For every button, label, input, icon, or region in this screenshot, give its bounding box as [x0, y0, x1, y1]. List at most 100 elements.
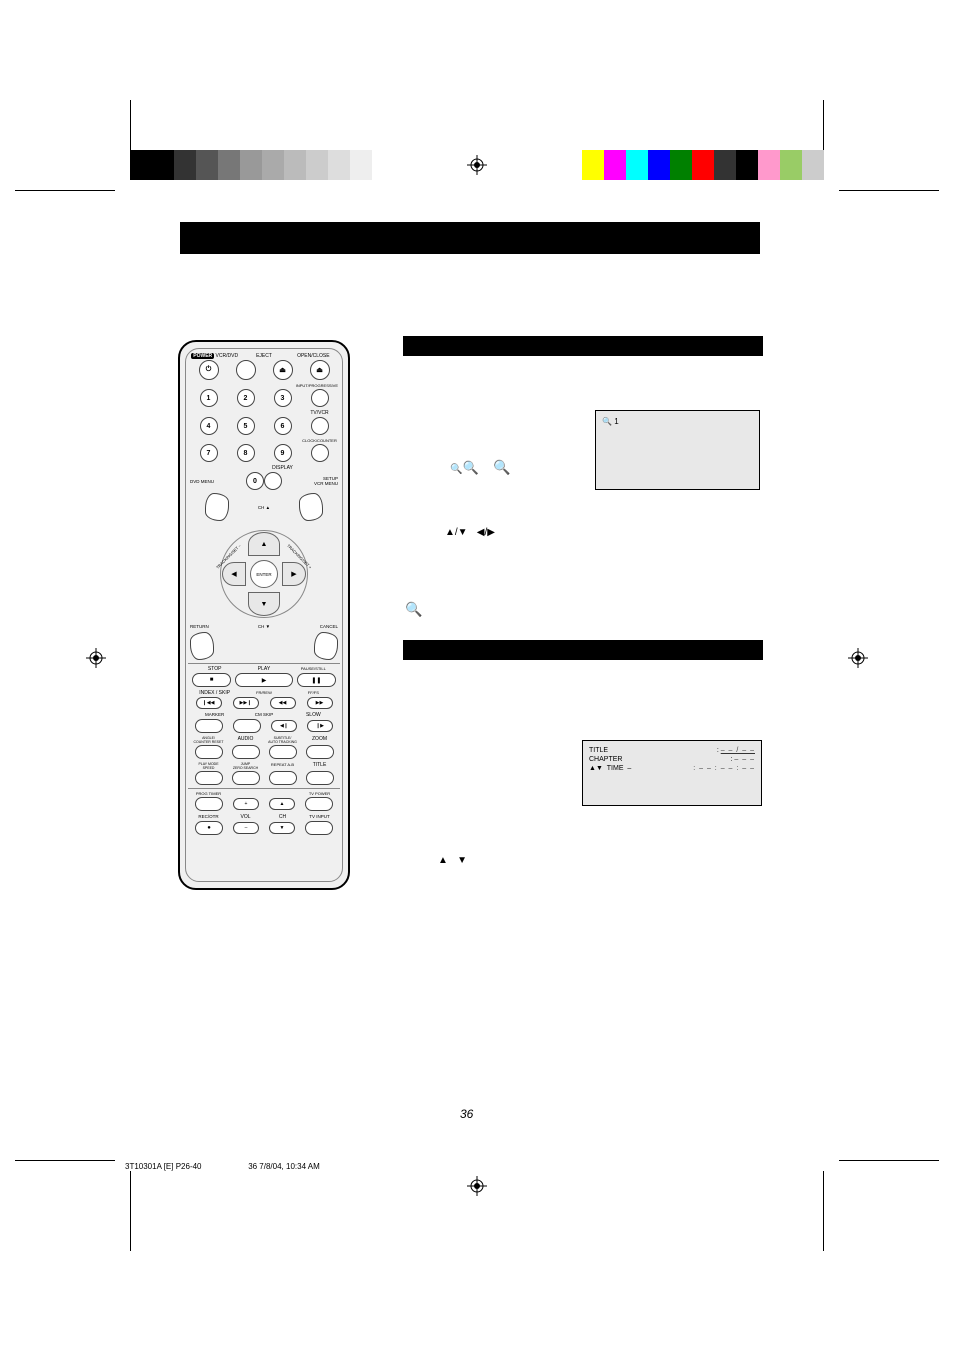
repeat-label: REPEAT A-B	[264, 762, 301, 770]
osd-title-value: – – / – –	[721, 747, 755, 754]
tv-vcr-button[interactable]	[311, 417, 329, 435]
crop-mark	[839, 190, 939, 191]
crop-mark	[15, 1160, 115, 1161]
registration-mark-icon	[467, 155, 487, 175]
right-button[interactable]: ▶	[282, 562, 306, 586]
subtitle-button[interactable]	[269, 745, 297, 759]
title-button[interactable]	[306, 771, 334, 785]
number-9-button[interactable]: 9	[274, 444, 292, 462]
swatch	[284, 150, 306, 180]
swatch	[372, 150, 394, 180]
frrew-label: FR/REW	[239, 690, 288, 696]
clock-counter-button[interactable]	[311, 444, 329, 462]
clock-label: CLOCK/COUNTER	[301, 438, 338, 443]
play-button[interactable]: ▶	[235, 673, 293, 687]
setup-menu-button[interactable]	[299, 493, 323, 521]
osd-time-label: TIME	[607, 765, 624, 772]
input-progressive-button[interactable]	[311, 389, 329, 407]
open-close-button[interactable]: ⏏	[310, 360, 330, 380]
cm-skip-button[interactable]	[233, 719, 261, 733]
zoom-return-icon: 🔍	[405, 598, 422, 621]
vol-up-button[interactable]: +	[233, 798, 259, 810]
down-button[interactable]: ▼	[248, 592, 280, 616]
repeat-button[interactable]	[269, 771, 297, 785]
magnifier-icon: 🔍	[493, 459, 510, 475]
zoom-osd: 🔍 🔍 11	[595, 410, 760, 490]
swatch	[130, 150, 152, 180]
prog-timer-button[interactable]	[195, 797, 223, 811]
recotr-label: REC/OTR	[190, 814, 227, 820]
swatch	[240, 150, 262, 180]
vcr-dvd-button[interactable]	[236, 360, 256, 380]
osd-title-label: TITLE	[589, 747, 608, 754]
slow-fwd-button[interactable]: ❙▶	[307, 720, 333, 732]
up-button[interactable]: ▲	[248, 532, 280, 556]
ch-label: CH	[264, 814, 301, 820]
dvd-menu-button[interactable]	[205, 493, 229, 521]
zoom-label: ZOOM	[301, 736, 338, 744]
swatch	[604, 150, 626, 180]
swatch	[648, 150, 670, 180]
tv-power-button[interactable]	[305, 797, 333, 811]
tvvcr-label: TV/VCR	[301, 410, 338, 416]
jump-label: JUMP ZERO SEARCH	[227, 762, 264, 770]
left-button[interactable]: ◀	[222, 562, 246, 586]
number-1-button[interactable]: 1	[200, 389, 218, 407]
index-label: INDEX / SKIP	[190, 690, 239, 696]
swatch	[306, 150, 328, 180]
swatch	[802, 150, 824, 180]
return-button[interactable]	[190, 632, 214, 660]
cmskip-label: CM SKIP	[239, 712, 288, 718]
page-number: 36	[460, 1107, 473, 1121]
audio-button[interactable]	[232, 745, 260, 759]
ch-down-label: CH ▼	[258, 624, 270, 629]
skip-fwd-button[interactable]: ▶▶❙	[233, 697, 259, 709]
zoom-button[interactable]	[306, 745, 334, 759]
pause-button[interactable]: ❚❚	[297, 673, 336, 687]
stop-button[interactable]: ■	[192, 673, 231, 687]
ch-down-button[interactable]: ▼	[269, 822, 295, 834]
playmode-button[interactable]	[195, 771, 223, 785]
marker-label: MARKER	[190, 712, 239, 718]
crop-mark	[15, 190, 115, 191]
forward-button[interactable]: ▶▶	[307, 697, 333, 709]
magnifier-icon: 🔍	[450, 464, 462, 475]
grayscale-strip	[130, 150, 394, 180]
enter-button[interactable]: ENTER	[250, 560, 278, 588]
vol-down-button[interactable]: –	[233, 822, 259, 834]
number-4-button[interactable]: 4	[200, 417, 218, 435]
number-0-button[interactable]: 0	[246, 472, 264, 490]
skip-back-button[interactable]: ❙◀◀	[196, 697, 222, 709]
display-button[interactable]	[264, 472, 282, 490]
number-2-button[interactable]: 2	[237, 389, 255, 407]
cancel-button[interactable]	[314, 632, 338, 660]
power-button[interactable]: ⏻	[199, 360, 219, 380]
number-6-button[interactable]: 6	[274, 417, 292, 435]
return-label: RETURN	[190, 624, 258, 629]
eject-label: EJECT	[239, 353, 288, 359]
jump-button[interactable]	[232, 771, 260, 785]
swatch	[218, 150, 240, 180]
directional-pad: TRACKING/SET – TRACKING/SET + ▲ ▼ ◀ ▶ EN…	[214, 524, 314, 624]
number-3-button[interactable]: 3	[274, 389, 292, 407]
zoom-direction-text: ▲/▼ ◀/▶	[445, 524, 495, 542]
number-7-button[interactable]: 7	[200, 444, 218, 462]
rec-otr-button[interactable]: ●	[195, 821, 223, 835]
swatch	[328, 150, 350, 180]
tv-input-button[interactable]	[305, 821, 333, 835]
slow-back-button[interactable]: ◀❙	[271, 720, 297, 732]
osd-chapter-value: – – –	[734, 756, 755, 763]
osd-dash: –	[627, 765, 631, 772]
eject-button[interactable]: ⏏	[273, 360, 293, 380]
magnifier-icon: 🔍	[602, 417, 612, 426]
number-8-button[interactable]: 8	[237, 444, 255, 462]
marker-button[interactable]	[195, 719, 223, 733]
zoom-subtitle-bar	[403, 336, 763, 356]
rewind-button[interactable]: ◀◀	[270, 697, 296, 709]
angle-button[interactable]	[195, 745, 223, 759]
ch-up-button[interactable]: ▲	[269, 798, 295, 810]
number-5-button[interactable]: 5	[237, 417, 255, 435]
crop-mark	[823, 1171, 824, 1251]
cancel-label: CANCEL	[270, 624, 338, 629]
crop-mark	[130, 1171, 131, 1251]
